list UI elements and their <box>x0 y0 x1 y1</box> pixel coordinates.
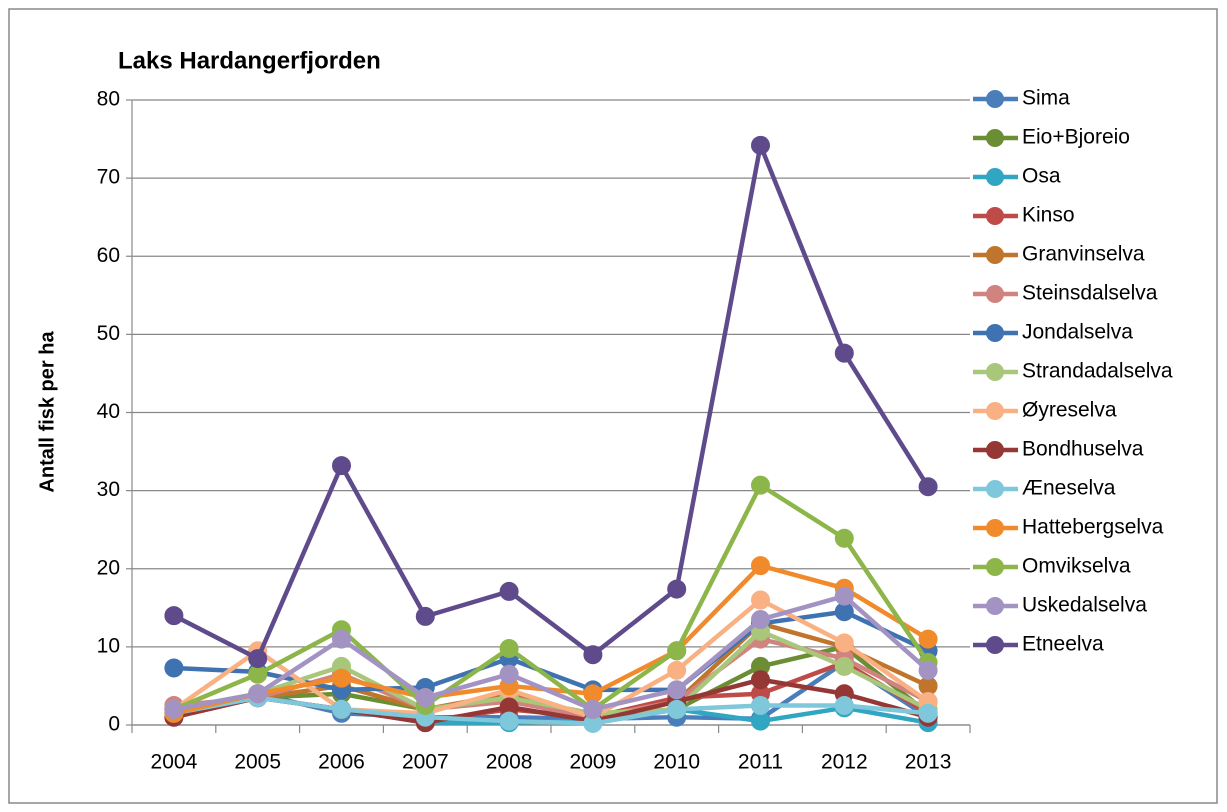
data-point <box>834 528 854 548</box>
x-tick-label: 2008 <box>486 751 533 774</box>
data-point <box>332 668 351 688</box>
data-point <box>918 629 938 649</box>
data-point <box>751 670 770 690</box>
data-point <box>918 703 938 723</box>
data-point <box>164 606 184 626</box>
data-point <box>751 590 770 610</box>
y-tick-label: 70 <box>97 166 120 189</box>
data-point <box>667 699 687 719</box>
legend-marker <box>986 597 1004 615</box>
data-point <box>834 586 854 606</box>
x-tick-label: 2005 <box>234 751 281 774</box>
legend-label: Hattebergselva <box>1022 516 1164 539</box>
data-point <box>918 477 938 497</box>
x-tick-label: 2011 <box>738 751 783 774</box>
data-point <box>583 699 603 719</box>
y-tick-label: 40 <box>97 400 120 423</box>
data-point <box>415 606 435 626</box>
data-point <box>499 664 519 684</box>
legend-label: Granvinselva <box>1022 243 1145 266</box>
data-point <box>918 660 938 680</box>
data-point <box>499 638 519 658</box>
y-tick-label: 60 <box>97 244 120 267</box>
legend-marker <box>986 168 1004 186</box>
legend-marker <box>986 519 1004 537</box>
x-tick-label: 2012 <box>821 751 868 774</box>
y-axis-label: Antall fisk per ha <box>36 331 58 493</box>
y-tick-label: 10 <box>97 634 120 657</box>
data-point <box>667 660 687 680</box>
data-point <box>751 610 770 630</box>
data-point <box>332 699 351 719</box>
data-point <box>667 680 687 700</box>
legend-label: Øyreselva <box>1022 399 1117 422</box>
legend-marker <box>986 441 1004 459</box>
legend-marker <box>986 324 1004 342</box>
series-line <box>173 593 930 712</box>
data-point <box>751 556 770 576</box>
y-tick-label: 50 <box>97 322 120 345</box>
data-point <box>583 645 603 665</box>
data-point <box>415 688 435 708</box>
x-tick-label: 2010 <box>653 751 700 774</box>
data-point <box>667 641 687 661</box>
legend-label: Æneselva <box>1022 477 1116 500</box>
data-point <box>164 699 184 719</box>
data-point <box>834 695 854 715</box>
legend-marker <box>986 285 1004 303</box>
legend-label: Omvikselva <box>1022 555 1131 578</box>
data-point <box>751 135 770 155</box>
legend-marker <box>986 636 1004 654</box>
legend-marker <box>986 129 1004 147</box>
legend-marker <box>986 402 1004 420</box>
data-point <box>164 658 184 678</box>
x-tick-label: 2004 <box>151 751 198 774</box>
data-point <box>834 656 854 676</box>
data-point <box>751 475 770 495</box>
legend-label: Sima <box>1022 87 1070 110</box>
series-line <box>172 143 931 661</box>
legend-marker <box>986 246 1004 264</box>
legend-label: Etneelva <box>1022 633 1104 656</box>
x-tick-label: 2006 <box>318 751 365 774</box>
y-tick-label: 30 <box>97 478 120 501</box>
legend-marker <box>986 207 1004 225</box>
data-point <box>667 579 687 599</box>
legend-marker <box>986 363 1004 381</box>
data-point <box>499 581 519 601</box>
x-tick-label: 2007 <box>402 751 449 774</box>
data-point <box>834 633 854 653</box>
legend-label: Steinsdalselva <box>1022 282 1158 305</box>
x-tick-label: 2009 <box>570 751 617 774</box>
data-point <box>248 684 268 704</box>
legend-label: Bondhuselva <box>1022 438 1144 461</box>
legend-label: Osa <box>1022 165 1061 188</box>
legend-label: Jondalselva <box>1022 321 1133 344</box>
chart-title: Laks Hardangerfjorden <box>118 47 381 74</box>
data-point <box>332 456 351 476</box>
x-tick-label: 2013 <box>905 751 952 774</box>
y-tick-label: 0 <box>108 713 120 736</box>
legend-label: Strandadalselva <box>1022 360 1173 383</box>
data-point <box>332 629 351 649</box>
legend-marker <box>986 558 1004 576</box>
y-tick-label: 20 <box>97 556 120 579</box>
legend-marker <box>986 90 1004 108</box>
data-point <box>499 711 519 731</box>
legend-marker <box>986 480 1004 498</box>
legend-label: Uskedalselva <box>1022 594 1147 617</box>
data-point <box>248 649 268 669</box>
legend-label: Kinso <box>1022 204 1075 227</box>
y-tick-label: 80 <box>97 88 120 111</box>
data-point <box>751 695 770 715</box>
data-point <box>834 343 854 363</box>
series-line <box>172 597 930 720</box>
series-line <box>173 482 930 712</box>
legend-label: Eio+Bjoreio <box>1022 126 1130 149</box>
series-line <box>173 695 929 726</box>
